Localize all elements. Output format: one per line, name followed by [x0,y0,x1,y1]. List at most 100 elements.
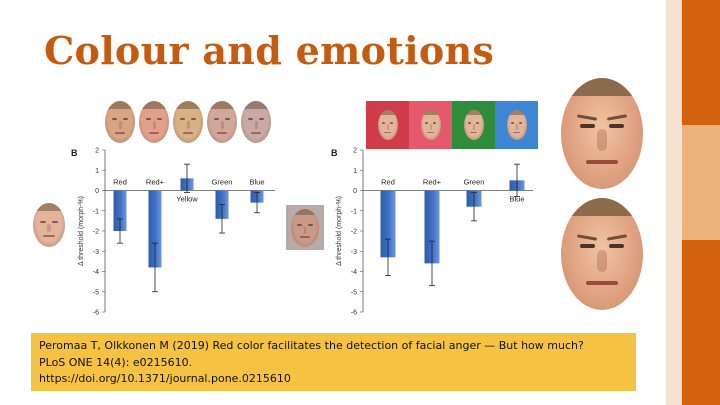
left-face-strip [103,99,273,145]
slide-title: Colour and emotions [44,28,495,73]
y-tick-label: -5 [93,289,99,296]
y-tick-label: -6 [351,310,357,317]
eye [579,123,595,128]
panel-label-right: B [331,148,338,158]
y-tick-label: 2 [353,148,357,155]
mouth [299,236,311,239]
category-label: Green [212,178,233,187]
hair [506,110,527,116]
citation-line-1: Peromaa T, Olkkonen M (2019) Red color f… [39,339,584,352]
mouth [216,131,228,134]
y-tick-label: -6 [93,310,99,317]
face-cell [171,99,205,145]
y-tick-label: 0 [95,188,99,195]
y-tick-label: -1 [93,208,99,215]
nose [152,121,156,129]
eye [475,122,480,124]
bar-red [380,190,396,258]
mouth [114,131,126,134]
face-photo [377,110,398,140]
eye [467,122,472,124]
angry-face-top [561,78,643,189]
face-cell [205,99,239,145]
face-photo [420,110,441,140]
eye [609,123,625,128]
citation-line-3[interactable]: https://doi.org/10.1371/journal.pone.021… [39,372,291,385]
category-label: Green [464,178,485,187]
nose [472,124,475,130]
nose [597,129,607,152]
y-tick-label: 0 [353,188,357,195]
face-photo [33,203,65,247]
y-tick-label: -3 [93,249,99,256]
eye [40,220,46,224]
eye [213,117,219,121]
category-label: Red [381,178,395,187]
angry-face-bottom [561,198,643,310]
eye [191,117,197,121]
mouth [469,131,478,134]
eye [518,122,523,124]
neutral-face-right [286,205,324,250]
nose [47,224,51,233]
brow [577,114,598,121]
bar-red [113,190,127,231]
y-axis-label: Δ threshold (morph-%) [336,196,343,266]
category-label: Blue [509,195,524,204]
eye [307,223,313,226]
y-axis-label: Δ threshold (morph-%) [78,196,85,266]
nose [254,121,258,129]
eye [259,117,265,121]
nose [303,226,307,234]
accent-bar-mid [682,125,720,240]
eye [111,117,117,121]
eye [123,117,129,121]
face-photo [463,110,484,140]
hair [463,110,484,116]
hair [561,78,643,96]
nose [220,121,224,129]
face-photo [241,101,271,143]
face-photo [173,101,203,143]
eye [432,122,437,124]
y-tick-label: -1 [351,208,357,215]
neutral-face-left [30,200,68,250]
hair [291,208,319,216]
eye [381,122,386,124]
eye [297,223,303,226]
face-photo [105,101,135,143]
panel-label-left: B [71,148,78,158]
hair [377,110,398,116]
eye [225,117,231,121]
face-cell [495,101,538,149]
hair [241,101,271,109]
category-label: Red+ [146,178,165,187]
nose [386,124,389,130]
face-cell [409,101,452,149]
eye [389,122,394,124]
eye [157,117,163,121]
mouth [512,131,521,134]
brow [606,234,627,242]
eye [145,117,151,121]
face-photo [506,110,527,140]
eye [52,220,58,224]
hair [207,101,237,109]
hair [33,203,65,211]
brow [606,114,627,121]
y-tick-label: 1 [353,168,357,175]
eye [579,243,595,249]
face-photo [207,101,237,143]
face-cell [366,101,409,149]
mouth [426,131,435,134]
bar-chart-left: Δ threshold (morph-%) 2 1 0 -1 -2 -3 -4 -5 -6 Red R… [78,148,275,317]
y-tick-label: -2 [351,229,357,236]
hair [105,101,135,109]
hair [173,101,203,109]
face-cell [452,101,495,149]
y-tick-label: 2 [95,148,99,155]
nose [118,121,122,129]
citation-box: Peromaa T, Olkkonen M (2019) Red color f… [31,333,636,391]
hair [420,110,441,116]
y-tick-label: -3 [351,249,357,256]
